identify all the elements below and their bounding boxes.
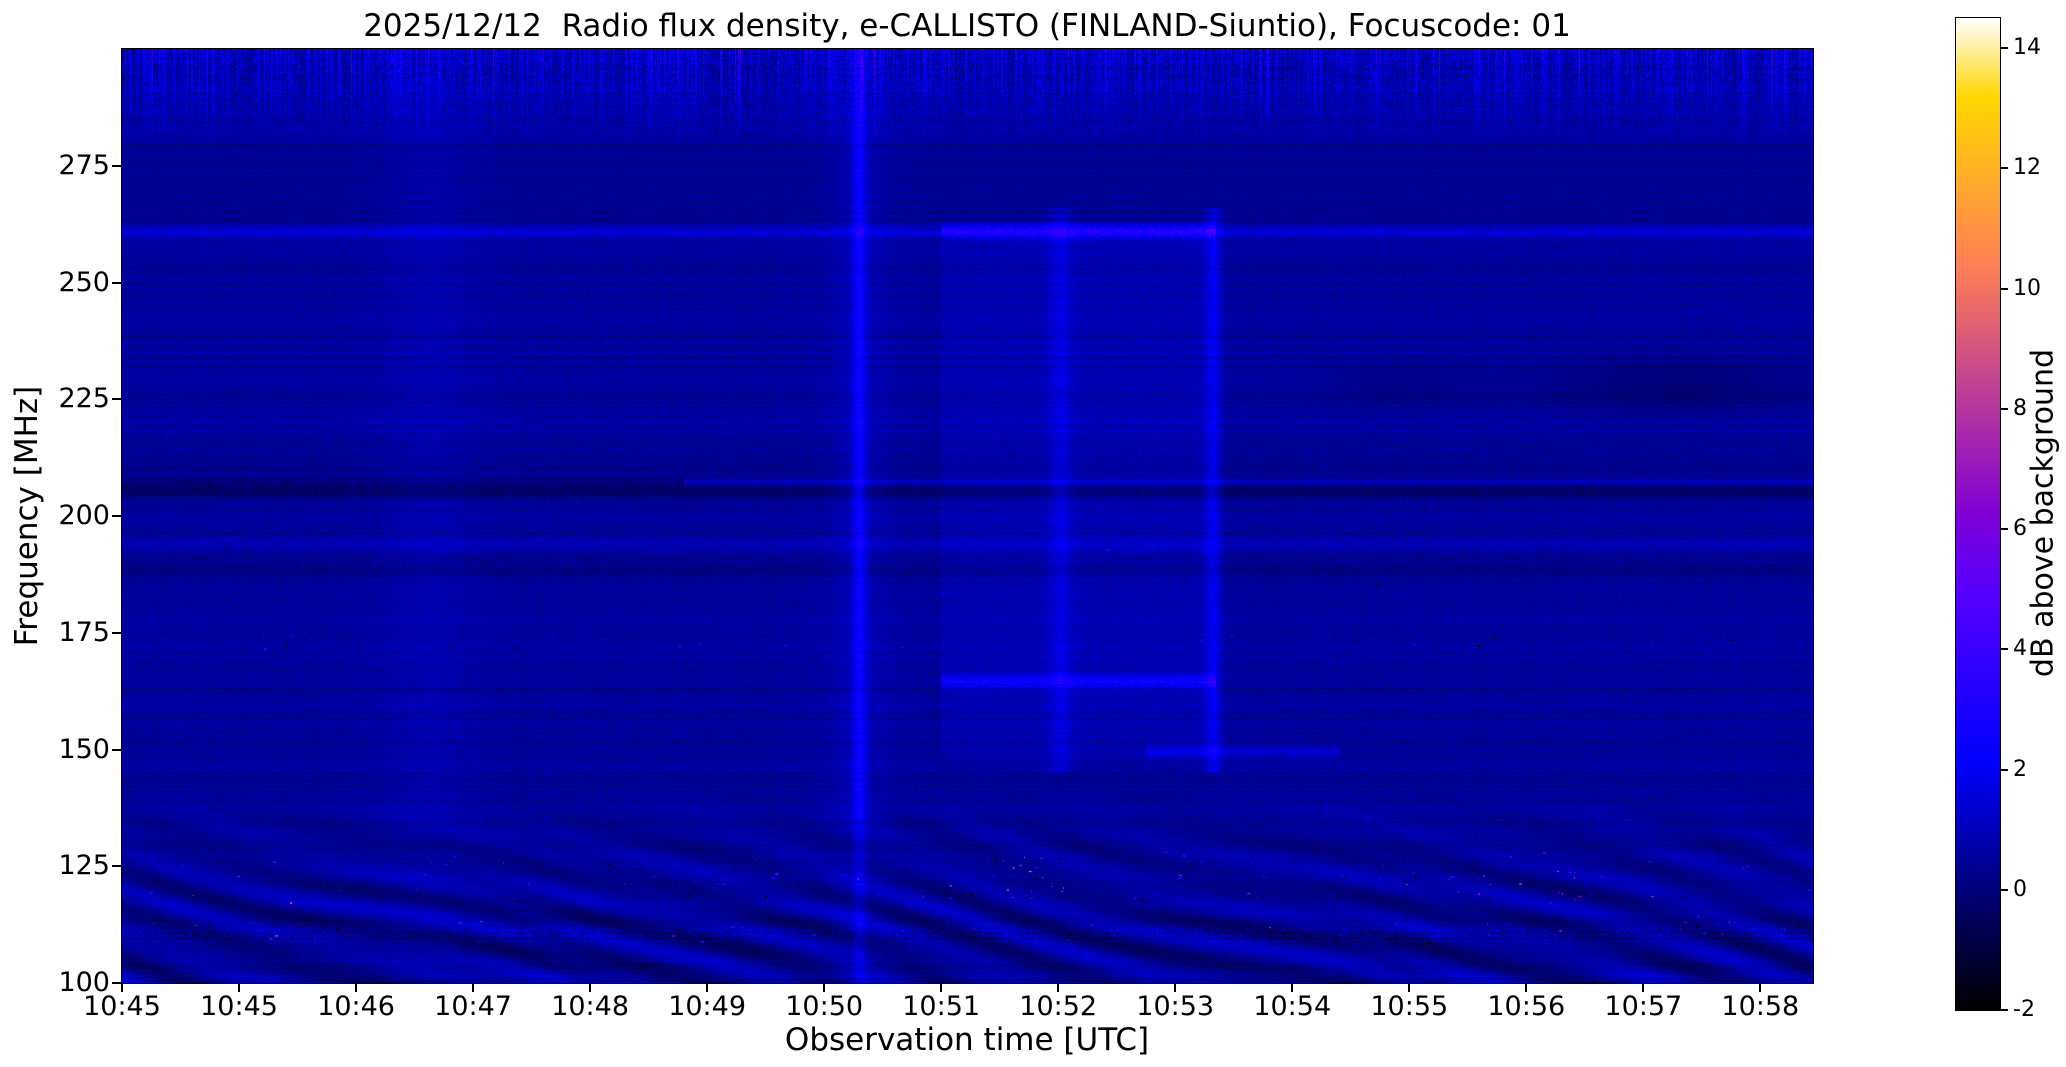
- x-tick-label: 10:48: [551, 991, 629, 1022]
- x-tick-label: 10:46: [317, 991, 395, 1022]
- x-tick-mark: [1057, 983, 1060, 992]
- colorbar-tick-mark: [2000, 167, 2008, 170]
- colorbar-tick-mark: [2000, 528, 2008, 531]
- colorbar-tick-mark: [2000, 47, 2008, 50]
- y-tick-mark: [112, 398, 122, 401]
- x-tick-mark: [1174, 983, 1177, 992]
- y-tick-mark: [112, 631, 122, 634]
- x-tick-label: 10:52: [1019, 991, 1098, 1022]
- y-tick-mark: [112, 515, 122, 517]
- colorbar-tick-label: 14: [2013, 35, 2041, 61]
- colorbar-tick-label: 8: [2013, 395, 2027, 421]
- x-axis-label: Observation time [UTC]: [784, 1022, 1150, 1058]
- y-tick-label: 200: [58, 500, 110, 531]
- spectrogram-canvas: [122, 49, 1813, 983]
- colorbar-tick-mark: [2000, 407, 2008, 410]
- colorbar-tick-mark: [2000, 648, 2008, 651]
- colorbar-tick-label: 2: [2013, 756, 2027, 782]
- y-tick-mark: [112, 281, 122, 284]
- x-tick-label: 10:56: [1487, 991, 1566, 1022]
- colorbar-tick-label: 12: [2013, 155, 2041, 181]
- x-tick-mark: [823, 983, 826, 992]
- x-tick-mark: [472, 983, 475, 992]
- colorbar-tick-label: 0: [2013, 876, 2027, 902]
- colorbar-tick-mark: [2000, 1009, 2008, 1011]
- x-tick-label: 10:47: [434, 991, 512, 1022]
- colorbar-tick-label: -2: [2013, 997, 2035, 1022]
- y-tick-label: 100: [58, 967, 110, 998]
- x-tick-mark: [589, 983, 592, 992]
- colorbar-tick-label: 10: [2013, 275, 2041, 301]
- chart-title: 2025/12/12 Radio flux density, e-CALLIST…: [363, 8, 1571, 44]
- x-tick-label: 10:55: [1370, 991, 1449, 1022]
- y-tick-mark: [112, 748, 122, 751]
- colorbar-tick-mark: [2000, 287, 2008, 290]
- x-tick-label: 10:57: [1604, 991, 1683, 1022]
- colorbar-tick-label: 4: [2013, 636, 2027, 662]
- x-tick-label: 10:51: [902, 991, 981, 1022]
- colorbar: [1955, 17, 2001, 1011]
- x-tick-label: 10:45: [200, 991, 278, 1022]
- y-tick-label: 150: [58, 733, 110, 765]
- y-tick-label: 175: [58, 616, 110, 648]
- x-tick-mark: [1759, 983, 1762, 992]
- x-tick-mark: [1642, 983, 1645, 992]
- x-tick-mark: [238, 983, 241, 992]
- x-tick-label: 10:49: [668, 991, 747, 1022]
- x-tick-label: 10:50: [785, 991, 864, 1022]
- x-tick-mark: [1408, 983, 1411, 992]
- y-tick-label: 225: [58, 383, 110, 415]
- y-tick-mark: [112, 865, 122, 868]
- colorbar-gradient-canvas: [1956, 18, 2000, 1010]
- x-tick-mark: [355, 983, 358, 992]
- y-tick-label: 125: [58, 850, 110, 882]
- x-tick-label: 10:53: [1136, 991, 1215, 1022]
- x-tick-label: 10:45: [83, 991, 161, 1022]
- y-tick-label: 275: [58, 149, 110, 181]
- x-tick-label: 10:54: [1253, 991, 1332, 1022]
- y-tick-mark: [112, 164, 122, 167]
- x-tick-mark: [940, 983, 943, 992]
- colorbar-tick-mark: [2000, 888, 2008, 891]
- x-tick-mark: [706, 983, 709, 992]
- x-tick-label: 10:58: [1721, 991, 1800, 1022]
- y-tick-label: 250: [58, 266, 110, 298]
- x-tick-mark: [1291, 983, 1294, 992]
- colorbar-tick-label: 6: [2013, 516, 2027, 542]
- colorbar-label: dB above background: [2025, 348, 2061, 678]
- x-tick-mark: [1525, 983, 1528, 992]
- x-tick-mark: [121, 983, 123, 992]
- colorbar-tick-mark: [2000, 768, 2008, 771]
- plot-area: [121, 48, 1814, 984]
- y-tick-mark: [112, 982, 122, 984]
